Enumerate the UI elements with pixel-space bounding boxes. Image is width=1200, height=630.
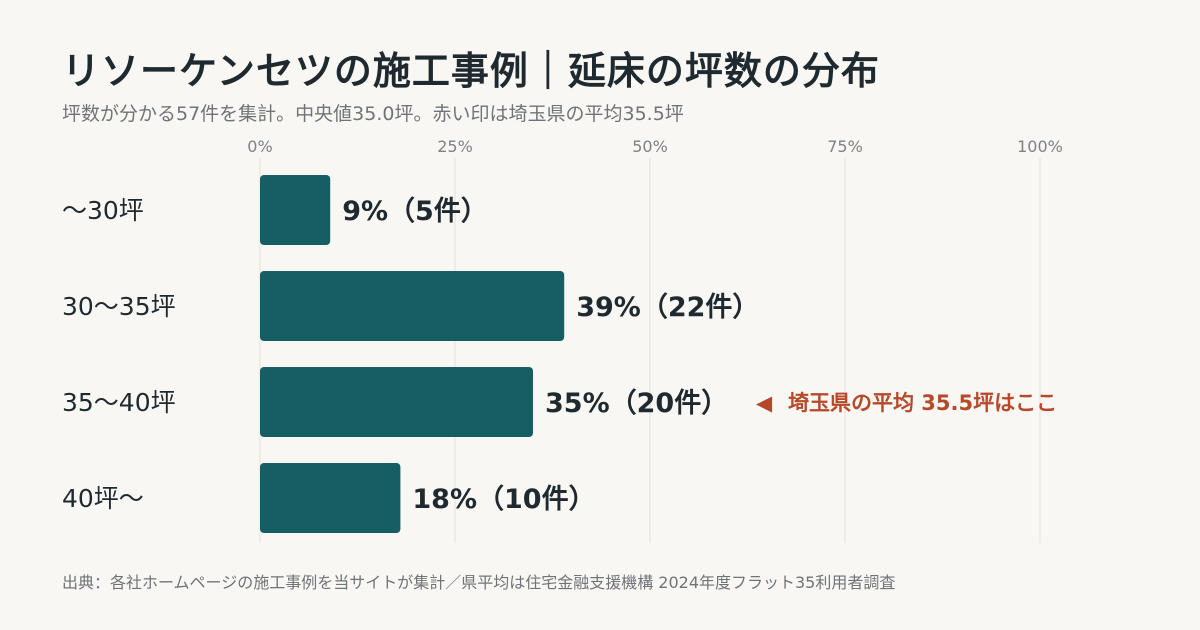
chart-title: リソーケンセツの施工事例｜延床の坪数の分布 — [62, 49, 880, 93]
chart-subtitle: 坪数が分かる57件を集計。中央値35.0坪。赤い印は埼玉県の平均35.5坪 — [62, 103, 684, 125]
annotation-text: 埼玉県の平均 35.5坪はここ — [788, 391, 1057, 415]
bar — [260, 463, 401, 533]
category-label: 35〜40坪 — [62, 388, 176, 417]
source-note: 出典：各社ホームページの施工事例を当サイトが集計／県平均は住宅金融支援機構 20… — [62, 573, 896, 592]
x-tick-label: 25% — [437, 137, 473, 156]
data-label: 39%（22件） — [576, 292, 759, 323]
data-label: 18%（10件） — [412, 484, 595, 515]
data-label: 35%（20件） — [545, 388, 728, 419]
x-tick-label: 100% — [1017, 137, 1063, 156]
category-label: 40坪〜 — [62, 484, 144, 513]
category-label: 〜30坪 — [62, 196, 144, 225]
x-tick-label: 50% — [632, 137, 668, 156]
pointer-icon: ◀ — [756, 391, 773, 415]
x-tick-label: 75% — [827, 137, 863, 156]
bar — [260, 367, 533, 437]
data-label: 9%（5件） — [342, 196, 488, 227]
bar — [260, 175, 331, 245]
category-label: 30〜35坪 — [62, 292, 176, 321]
bar — [260, 271, 565, 341]
x-tick-label: 0% — [247, 137, 272, 156]
